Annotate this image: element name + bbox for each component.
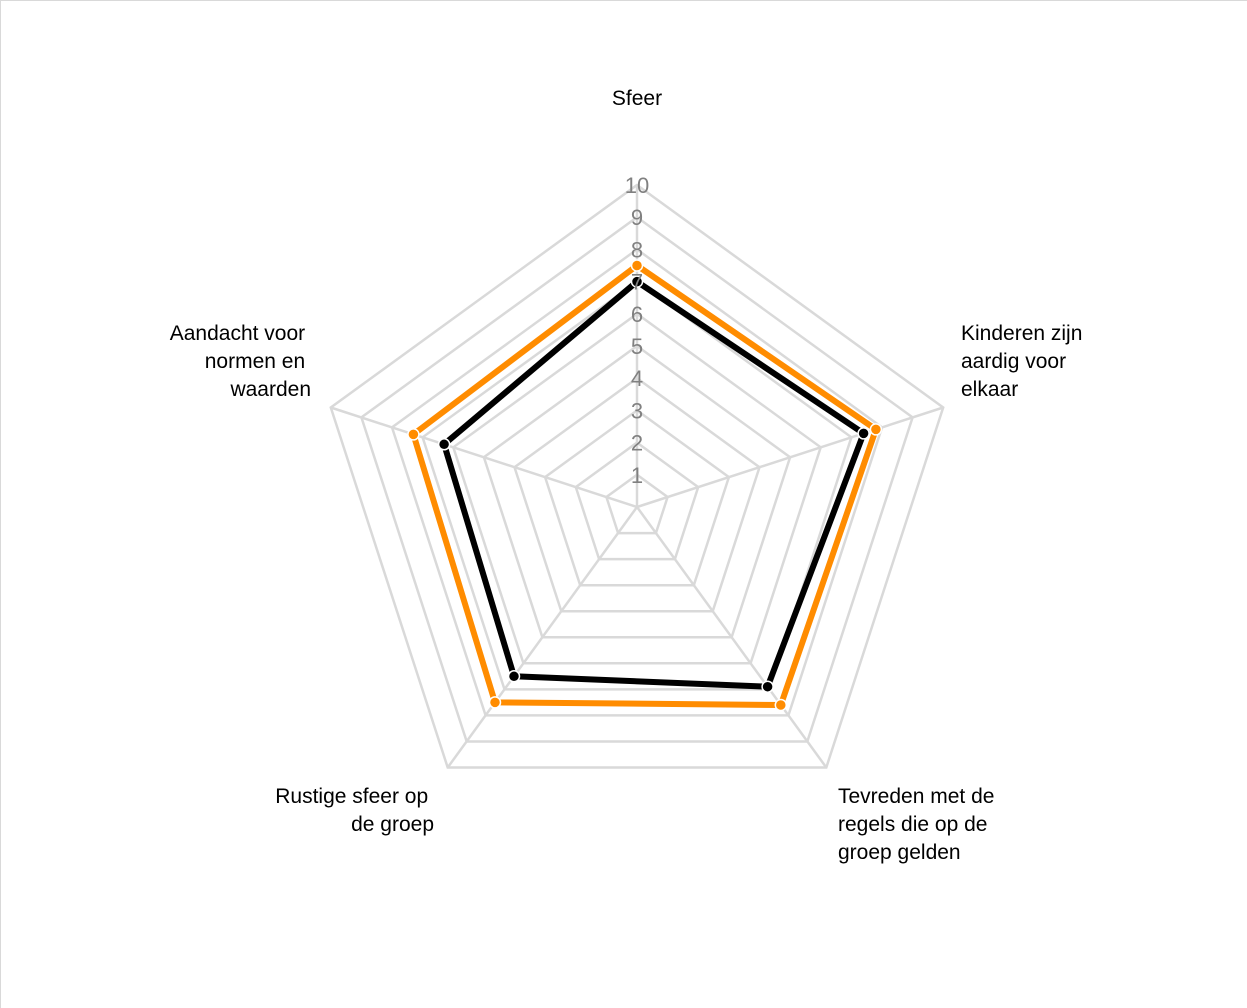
series-point-2-5: [437, 438, 451, 451]
series-point-2-1: [630, 275, 644, 288]
radar-series: [407, 259, 883, 712]
tick-label-8: 8: [631, 237, 643, 262]
tick-label-6: 6: [631, 302, 643, 327]
series-line-2: [441, 278, 867, 690]
series-point-1-2: [869, 423, 883, 436]
radar-grid: [329, 183, 945, 769]
series-line-1: [410, 262, 879, 708]
tick-label-4: 4: [631, 366, 643, 391]
axis-label-line: groep gelden: [838, 841, 961, 864]
grid-spoke-5: [330, 406, 638, 509]
axis-label-line: normen en: [205, 350, 305, 373]
grid-ring-5: [482, 344, 792, 639]
axis-label-line: regels die op de: [838, 813, 987, 836]
axis-label-tevreden-regels: Tevreden met de regels die op de groep g…: [838, 785, 1000, 864]
axis-label-line: waarden: [229, 378, 311, 401]
series-1: [407, 259, 883, 712]
axis-label-line: Aandacht voor: [170, 322, 305, 345]
radar-axis-labels: Sfeer Kinderen zijn aardig voor elkaar T…: [170, 87, 1088, 864]
radar-spokes: [330, 185, 944, 769]
axis-label-line: de groep: [351, 813, 434, 836]
series-point-2-2: [857, 427, 870, 440]
grid-ring-4: [513, 376, 761, 613]
grid-spoke-4: [446, 506, 639, 769]
tick-label-10: 10: [625, 173, 649, 198]
tick-label-7: 7: [631, 270, 643, 295]
series-2: [437, 275, 870, 693]
axis-label-line: Tevreden met de: [838, 785, 994, 808]
radar-tick-labels: 1 2 3 4 5 6 7 8 9 10: [625, 173, 649, 488]
series-point-1-5: [407, 428, 420, 441]
axis-label-normen-waarden: Aandacht voor normen en waarden: [170, 322, 311, 401]
series-point-1-3: [774, 698, 788, 712]
grid-ring-1: [604, 473, 670, 535]
grid-ring-8: [390, 247, 884, 717]
axis-label-sfeer: Sfeer: [612, 87, 662, 110]
series-point-2-4: [507, 670, 521, 683]
axis-label-line: Rustige sfeer op: [275, 785, 428, 808]
grid-ring-10: [329, 183, 945, 769]
axis-label-kinderen-aardig: Kinderen zijn aardig voor elkaar: [961, 322, 1088, 401]
axis-label-rustige-sfeer: Rustige sfeer op de groep: [275, 785, 434, 836]
grid-spoke-2: [636, 406, 944, 509]
tick-label-1: 1: [631, 463, 643, 488]
grid-ring-6: [451, 312, 823, 665]
axis-label-line: aardig voor: [961, 350, 1066, 373]
tick-label-2: 2: [631, 431, 643, 456]
grid-spoke-3: [635, 506, 828, 769]
series-point-1-1: [630, 259, 644, 272]
axis-label-line: Kinderen zijn: [961, 322, 1082, 345]
tick-label-5: 5: [631, 334, 643, 359]
grid-ring-2: [574, 441, 700, 561]
grid-ring-3: [543, 408, 731, 587]
tick-label-3: 3: [631, 398, 643, 423]
axis-label-line: Sfeer: [612, 87, 662, 110]
axis-label-line: elkaar: [961, 378, 1018, 401]
grid-ring-9: [359, 215, 915, 743]
tick-label-9: 9: [631, 205, 643, 230]
grid-ring-7: [421, 280, 853, 691]
series-point-2-3: [761, 680, 774, 693]
series-point-1-4: [488, 696, 502, 709]
